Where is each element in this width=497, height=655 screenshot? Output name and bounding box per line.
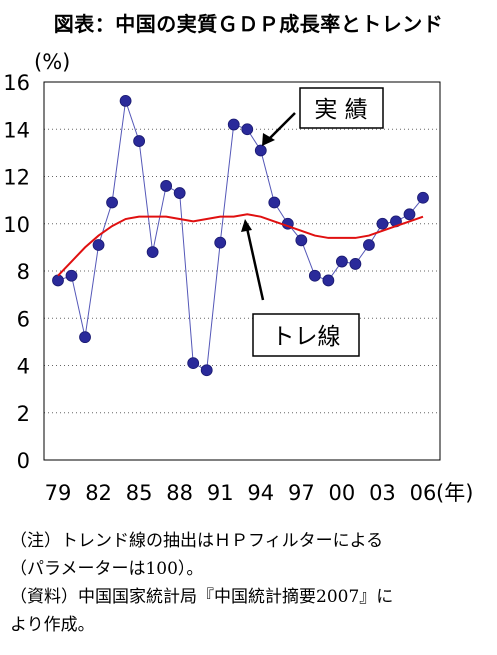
actual-point-1998 xyxy=(308,269,321,282)
actual-point-1984 xyxy=(119,95,132,107)
trend-series xyxy=(57,213,424,277)
y-tick-label: 14 xyxy=(3,118,30,142)
actual-point-1991 xyxy=(214,236,227,249)
annotation-arrowhead-actual xyxy=(262,133,275,146)
actual-point-1997 xyxy=(295,234,308,247)
actual-point-1989 xyxy=(187,357,200,370)
y-tick-layer: 0 2 4 6 8 10 12 14 16 xyxy=(3,71,30,473)
chart-title: 図表：中国の実質ＧＤＰ成長率とトレンド xyxy=(53,12,444,36)
actual-point-1990 xyxy=(200,364,213,377)
plot-frame xyxy=(43,81,441,461)
actual-point-2005 xyxy=(403,208,416,221)
footnotes: （注）トレンド線の抽出はＨＰフィルターによる （パラメーターは100）。 （資料… xyxy=(10,527,490,639)
actual-point-1992 xyxy=(227,118,240,131)
actual-point-1982 xyxy=(92,239,105,251)
actual-point-2002 xyxy=(363,239,375,251)
annotation-layer: 実 績 トレ線 xyxy=(241,87,384,357)
actual-point-2006 xyxy=(417,191,429,204)
y-tick-label: 4 xyxy=(17,355,30,379)
annotation-box-actual xyxy=(299,87,384,129)
footnote-line-2: （パラメーターは100）。 xyxy=(10,559,204,579)
annotation-box-trend xyxy=(252,313,360,357)
y-tick-label: 10 xyxy=(3,213,30,237)
y-tick-label: 16 xyxy=(3,71,30,95)
actual-point-1980 xyxy=(65,269,78,282)
x-tick-label: 82 xyxy=(85,481,112,505)
y-tick-label: 6 xyxy=(17,307,30,331)
x-tick-label: 91 xyxy=(207,481,234,505)
x-tick-label: 79 xyxy=(45,481,72,505)
x-tick-label: 06 xyxy=(410,481,437,505)
annotation-label-trend: トレ線 xyxy=(272,324,341,350)
actual-point-1986 xyxy=(146,246,159,259)
actual-line xyxy=(57,100,424,372)
chart-svg: 0 2 4 6 8 10 12 14 16 79 82 85 88 91 94 97 00 03 06 (%) (… xyxy=(3,50,473,505)
grid-layer xyxy=(44,128,440,414)
y-tick-label: 8 xyxy=(17,260,30,284)
y-axis-label: (%) xyxy=(34,50,70,74)
trend-line xyxy=(57,213,424,277)
actual-point-1979 xyxy=(52,274,64,287)
actual-point-1988 xyxy=(173,187,186,199)
annotation-arrow-actual xyxy=(267,112,296,141)
actual-point-1983 xyxy=(106,196,118,209)
footnote-line-1: （注）トレンド線の抽出はＨＰフィルターによる xyxy=(10,531,384,551)
x-tick-label: 00 xyxy=(329,481,356,505)
actual-point-1985 xyxy=(133,135,146,147)
actual-point-1995 xyxy=(268,196,281,209)
x-tick-label: 97 xyxy=(288,481,315,505)
actual-point-1994 xyxy=(254,144,267,157)
actual-point-1987 xyxy=(160,180,173,192)
annotation-arrowhead-trend xyxy=(241,219,252,232)
actual-series xyxy=(52,95,429,377)
footnote-line-4: より作成。 xyxy=(10,615,95,635)
actual-point-1993 xyxy=(241,123,254,136)
actual-point-1981 xyxy=(79,331,91,344)
footnote-line-3: （資料）中国国家統計局『中国統計摘要2007』に xyxy=(10,587,394,607)
x-tick-layer: 79 82 85 88 91 94 97 00 03 06 xyxy=(45,481,437,505)
y-tick-label: 2 xyxy=(17,402,30,426)
annotation-arrow-trend xyxy=(245,227,265,301)
y-tick-label: 0 xyxy=(17,449,30,473)
x-tick-label: 88 xyxy=(166,481,193,505)
x-tick-label: 03 xyxy=(369,481,396,505)
x-tick-label: 85 xyxy=(126,481,153,505)
actual-point-1999 xyxy=(322,274,335,287)
actual-point-2003 xyxy=(376,217,389,230)
actual-point-2001 xyxy=(349,258,362,270)
y-tick-label: 12 xyxy=(3,166,30,190)
x-axis-label: (年) xyxy=(436,481,473,505)
x-tick-label: 94 xyxy=(247,481,274,505)
annotation-label-actual: 実 績 xyxy=(314,97,367,123)
actual-point-2000 xyxy=(335,255,348,268)
